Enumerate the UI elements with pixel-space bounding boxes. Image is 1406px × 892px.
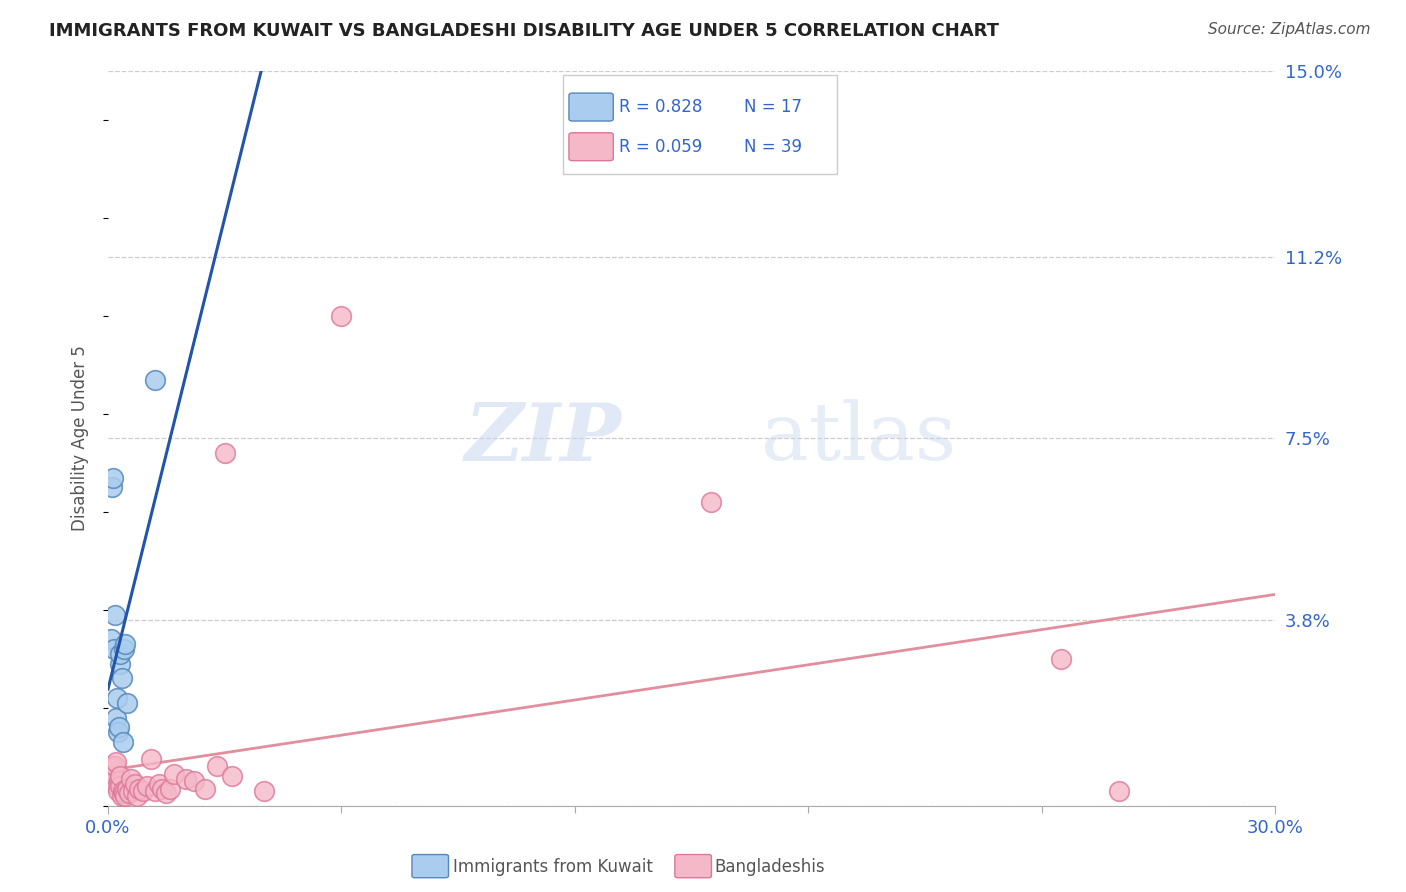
Point (108, 657, 131, 671)
Point (100, 759, 122, 773)
Point (101, 759, 124, 773)
Text: N = 17: N = 17 (744, 98, 801, 116)
Point (105, 779, 128, 793)
Point (108, 774, 131, 789)
Point (104, 759, 127, 773)
Point (155, 786, 177, 800)
Point (252, 784, 274, 798)
FancyBboxPatch shape (569, 133, 613, 161)
Text: N = 39: N = 39 (744, 137, 801, 156)
Text: ZIP: ZIP (464, 400, 621, 477)
Text: Immigrants from Kuwait: Immigrants from Kuwait (453, 858, 652, 876)
Point (107, 784, 129, 798)
Y-axis label: Disability Age Under 5: Disability Age Under 5 (72, 345, 89, 532)
Point (120, 772, 142, 786)
Point (98, 769, 121, 783)
Point (117, 696, 139, 710)
Point (152, 781, 174, 796)
Point (108, 720, 131, 734)
Point (103, 769, 125, 783)
Point (112, 786, 135, 800)
Point (101, 470, 124, 484)
Text: Source: ZipAtlas.com: Source: ZipAtlas.com (1208, 22, 1371, 37)
Point (163, 767, 186, 781)
Point (104, 607, 127, 622)
Point (101, 480, 124, 494)
Point (104, 710, 127, 724)
Point (194, 781, 217, 796)
Point (110, 647, 132, 661)
Point (205, 759, 228, 773)
Point (127, 789, 149, 803)
Point (108, 779, 131, 793)
Point (110, 769, 132, 783)
Point (221, 769, 243, 783)
Point (100, 632, 122, 647)
Point (114, 637, 136, 651)
Point (111, 784, 134, 798)
Point (143, 784, 166, 798)
Point (112, 642, 135, 657)
Point (105, 690, 128, 705)
Point (110, 671, 132, 685)
Point (139, 752, 162, 766)
Point (114, 789, 136, 803)
Point (330, 309, 353, 323)
Point (128, 781, 150, 796)
Point (183, 774, 205, 789)
Text: R = 0.828: R = 0.828 (619, 98, 703, 116)
Point (135, 779, 157, 793)
Point (132, 784, 155, 798)
FancyBboxPatch shape (562, 75, 838, 174)
Point (1108, 784, 1130, 798)
Text: IMMIGRANTS FROM KUWAIT VS BANGLADESHI DISABILITY AGE UNDER 5 CORRELATION CHART: IMMIGRANTS FROM KUWAIT VS BANGLADESHI DI… (49, 22, 1000, 40)
Text: R = 0.059: R = 0.059 (619, 137, 703, 156)
Point (148, 777, 170, 791)
Point (700, 495, 723, 509)
Point (104, 755, 127, 769)
Point (118, 786, 141, 800)
Point (143, 373, 166, 387)
Point (174, 772, 197, 786)
FancyBboxPatch shape (569, 93, 613, 121)
Point (1050, 652, 1073, 666)
Point (110, 789, 132, 803)
Point (101, 774, 124, 789)
Point (103, 642, 125, 657)
Text: Bangladeshis: Bangladeshis (714, 858, 825, 876)
Text: atlas: atlas (762, 400, 956, 477)
Point (117, 781, 139, 796)
Point (122, 784, 145, 798)
Point (214, 446, 236, 460)
Point (124, 777, 146, 791)
Point (159, 781, 181, 796)
Point (111, 735, 134, 749)
Point (107, 725, 129, 739)
